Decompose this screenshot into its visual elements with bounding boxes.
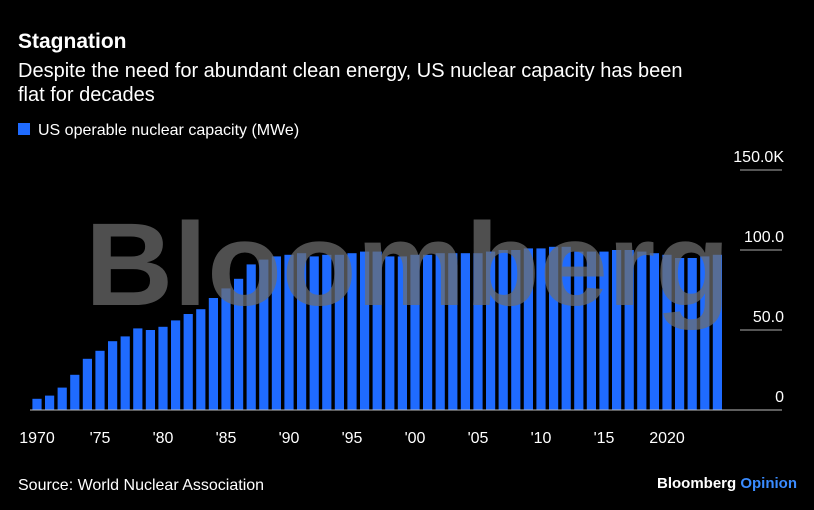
bar: [561, 246, 571, 410]
bar: [435, 253, 445, 410]
bar: [82, 358, 92, 410]
bar: [158, 326, 168, 410]
brand: Bloomberg Opinion: [657, 475, 797, 492]
legend-label: US operable nuclear capacity (MWe): [38, 122, 299, 139]
bar: [32, 398, 42, 410]
bar: [712, 254, 722, 410]
bar: [120, 336, 130, 410]
bar: [549, 246, 559, 410]
bar: [297, 253, 307, 410]
x-tick-label: '90: [279, 430, 300, 447]
bar: [586, 251, 596, 410]
x-tick-label: 2020: [649, 430, 685, 447]
bar: [133, 328, 143, 410]
y-tick-label: 150.0K: [733, 149, 784, 166]
brand-suffix: Opinion: [740, 475, 797, 492]
bar: [473, 253, 483, 410]
bar: [637, 251, 647, 410]
x-tick-label: '05: [468, 430, 489, 447]
x-tick-label: 1970: [19, 430, 55, 447]
bar: [57, 387, 67, 410]
brand-name: Bloomberg: [657, 475, 736, 492]
bar: [372, 251, 382, 410]
bar: [360, 251, 370, 410]
bar: [284, 254, 294, 410]
bar: [385, 256, 395, 410]
bar: [234, 278, 244, 410]
bar: [208, 298, 218, 410]
chart-subtitle: Despite the need for abundant clean ener…: [18, 60, 683, 106]
bar: [536, 248, 546, 410]
x-tick-label: '75: [90, 430, 111, 447]
bar: [662, 254, 672, 410]
plot: 0 50.0 100.0 150.0K 1970 '75 '80 '85 '90 '95 '00 '0…: [19, 149, 784, 447]
bar: [599, 251, 609, 410]
bar: [687, 258, 697, 410]
x-tick-label: '00: [405, 430, 426, 447]
bar: [423, 254, 433, 410]
bar: [612, 250, 622, 410]
bar: [523, 248, 533, 410]
bar: [649, 253, 659, 410]
bar: [183, 314, 193, 410]
x-tick-label: '95: [342, 430, 363, 447]
bar: [145, 330, 155, 410]
bar: [322, 254, 332, 410]
bar: [108, 341, 118, 410]
legend-swatch: [18, 123, 30, 135]
x-tick-label: '10: [531, 430, 552, 447]
bar: [246, 264, 256, 410]
y-tick-label: 100.0: [744, 229, 784, 246]
bar: [486, 251, 496, 410]
bar: [221, 288, 231, 410]
y-tick-label: 0: [775, 389, 784, 406]
bar: [70, 374, 80, 410]
bar: [397, 256, 407, 410]
bar: [700, 256, 710, 410]
source: Source: World Nuclear Association: [18, 477, 264, 494]
bar: [498, 250, 508, 410]
x-tick-label: '80: [153, 430, 174, 447]
x-tick-label: '85: [216, 430, 237, 447]
bar: [410, 254, 420, 410]
x-tick-label: '15: [594, 430, 615, 447]
bar: [196, 309, 206, 410]
bar: [460, 253, 470, 410]
bar: [171, 320, 181, 410]
bar: [95, 350, 105, 410]
bar: [271, 256, 281, 410]
bar: [309, 256, 319, 410]
bar: [45, 395, 55, 410]
watermark: Bloomberg: [85, 199, 730, 331]
bar: [574, 251, 584, 410]
bar: [511, 250, 521, 410]
chart-title: Stagnation: [18, 30, 127, 53]
bar: [334, 254, 344, 410]
bar: [347, 253, 357, 410]
bar: [259, 259, 269, 410]
bar: [624, 250, 634, 410]
bar: [675, 258, 685, 410]
y-tick-label: 50.0: [753, 309, 784, 326]
bar: [448, 253, 458, 410]
